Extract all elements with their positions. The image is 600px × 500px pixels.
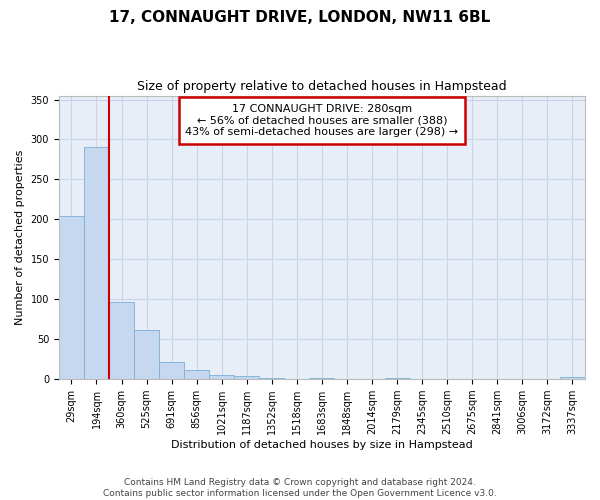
- Bar: [84, 146, 109, 379]
- X-axis label: Distribution of detached houses by size in Hampstead: Distribution of detached houses by size …: [171, 440, 473, 450]
- Bar: [184, 370, 209, 379]
- Bar: [385, 378, 410, 379]
- Bar: [259, 378, 284, 379]
- Bar: [59, 216, 84, 379]
- Y-axis label: Number of detached properties: Number of detached properties: [15, 150, 25, 325]
- Bar: [560, 378, 585, 379]
- Bar: [134, 330, 159, 379]
- Bar: [109, 302, 134, 379]
- Bar: [234, 376, 259, 379]
- Text: 17, CONNAUGHT DRIVE, LONDON, NW11 6BL: 17, CONNAUGHT DRIVE, LONDON, NW11 6BL: [109, 10, 491, 25]
- Bar: [159, 362, 184, 379]
- Text: 17 CONNAUGHT DRIVE: 280sqm
← 56% of detached houses are smaller (388)
43% of sem: 17 CONNAUGHT DRIVE: 280sqm ← 56% of deta…: [185, 104, 458, 138]
- Bar: [310, 378, 334, 379]
- Bar: [209, 375, 234, 379]
- Text: Contains HM Land Registry data © Crown copyright and database right 2024.
Contai: Contains HM Land Registry data © Crown c…: [103, 478, 497, 498]
- Title: Size of property relative to detached houses in Hampstead: Size of property relative to detached ho…: [137, 80, 507, 93]
